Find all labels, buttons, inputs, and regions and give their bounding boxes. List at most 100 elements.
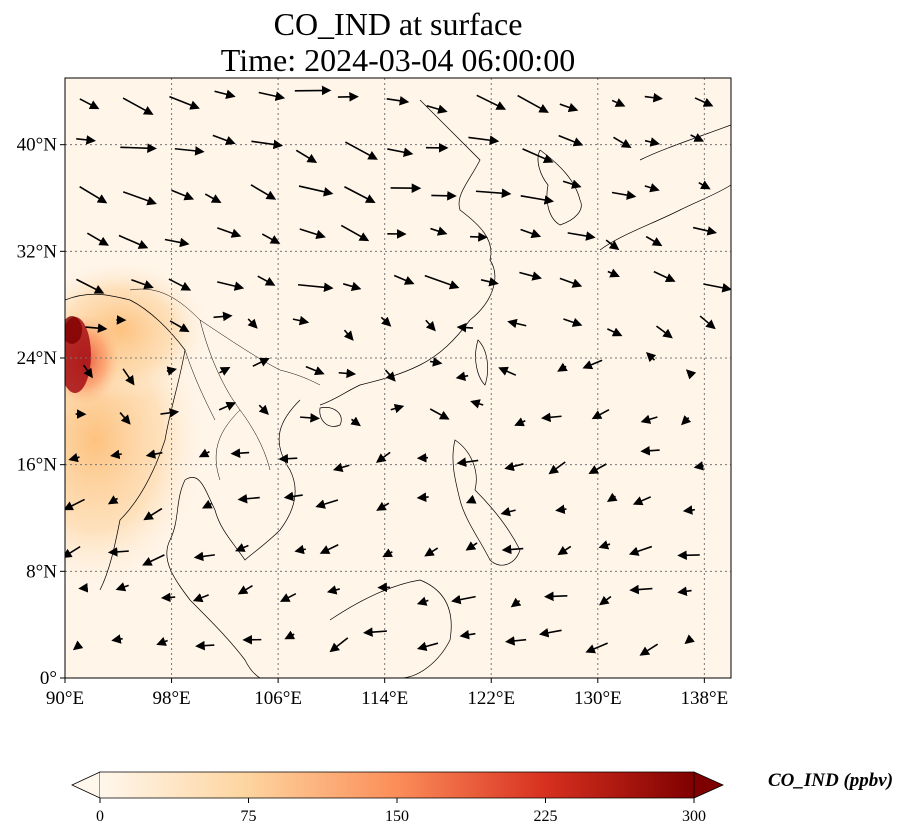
wind-arrow: [375, 451, 391, 463]
wind-arrow: [640, 414, 658, 424]
wind-arrow: [605, 239, 620, 251]
wind-arrow: [217, 227, 242, 238]
wind-arrow: [430, 226, 448, 236]
map-frame: [64, 77, 732, 679]
colorbar-label: CO_IND (ppbv): [768, 770, 893, 791]
taiwan-coastline: [475, 339, 488, 386]
wind-arrow: [693, 461, 704, 471]
myanmar-coastline: [65, 293, 186, 591]
lat-tick-label: 8°N: [26, 561, 57, 582]
wind-arrow: [682, 505, 695, 515]
wind-arrow: [588, 463, 607, 474]
wind-arrow: [470, 399, 484, 409]
wind-arrow: [645, 235, 663, 247]
wind-arrow: [340, 224, 370, 242]
wind-arrow: [204, 193, 222, 204]
wind-arrow: [548, 461, 566, 475]
colorbar-tick-label: 0: [96, 808, 104, 825]
wind-arrow: [344, 186, 376, 203]
wind-arrow: [628, 545, 653, 556]
wind-arrow: [250, 184, 277, 200]
wind-arrow: [166, 366, 178, 376]
wind-arrow: [72, 640, 84, 651]
wind-arrow: [234, 543, 249, 552]
wind-arrow: [555, 504, 567, 515]
wind-arrow: [498, 366, 517, 376]
wind-arrow: [143, 507, 163, 521]
map-title-time: Time: 2024-03-04 06:00:00: [220, 42, 576, 78]
lon-tick-label: 106°E: [254, 688, 302, 709]
lon-tick-label: 130°E: [574, 688, 622, 709]
wind-arrow: [79, 185, 108, 204]
wind-arrow: [329, 637, 349, 653]
wind-arrow: [230, 448, 250, 458]
lat-tick-label: 24°N: [17, 348, 58, 369]
wind-arrow: [613, 136, 632, 149]
wind-arrow: [145, 449, 163, 459]
wind-arrow: [160, 408, 180, 418]
wind-arrow: [169, 320, 190, 333]
wind-arrow: [261, 233, 281, 244]
wind-arrow: [218, 401, 237, 411]
wind-arrow: [639, 643, 659, 656]
wind-arrow: [111, 634, 123, 644]
borneo-coastline: [329, 579, 452, 678]
wind-arrow: [598, 540, 611, 550]
wind-arrow: [677, 586, 692, 597]
wind-arrow: [416, 596, 429, 606]
lat-tick-label: 40°N: [17, 135, 58, 156]
wind-arrow: [507, 318, 527, 329]
wind-arrow: [475, 188, 512, 199]
wind-arrow: [192, 593, 209, 603]
colorbar-tick-label: 150: [385, 808, 409, 825]
graticule: [65, 78, 731, 678]
wind-arrow: [174, 146, 205, 156]
wind-arrow: [118, 234, 149, 249]
wind-arrow: [607, 327, 623, 337]
wind-arrow: [558, 134, 584, 147]
wind-arrow: [294, 544, 306, 555]
wind-arrow: [393, 274, 415, 285]
wind-arrow: [644, 92, 663, 103]
wind-arrow: [557, 545, 572, 556]
wind-arrow: [142, 554, 165, 566]
wind-arrow: [456, 457, 479, 467]
wind-arrow: [685, 369, 697, 380]
wind-arrow: [390, 403, 405, 414]
wind-arrow: [644, 137, 661, 147]
wind-arrow: [164, 237, 190, 248]
wind-arrow: [468, 135, 500, 145]
wind-arrow: [76, 135, 96, 145]
wind-arrow: [171, 189, 195, 201]
wind-arrow: [283, 491, 303, 502]
wind-arrow: [429, 357, 443, 367]
wind-arrow: [510, 597, 522, 608]
wind-arrow: [214, 89, 236, 99]
wind-arrow: [426, 104, 448, 114]
wind-arrow: [122, 97, 154, 115]
colorbar-min-extension: [71, 771, 101, 799]
wind-arrow: [86, 232, 109, 246]
wind-arrow: [544, 591, 568, 602]
wind-arrow: [644, 183, 660, 193]
wind-arrow: [119, 412, 131, 425]
wind-arrow: [611, 98, 626, 107]
wind-arrow: [480, 277, 499, 287]
wind-arrow: [332, 462, 350, 473]
wind-arrow: [107, 547, 129, 557]
map-title-variable: CO_IND at surface: [273, 6, 523, 42]
wind-arrow: [343, 329, 354, 341]
wind-arrow: [344, 141, 378, 160]
wind-arrow: [386, 96, 410, 106]
wind-arrow: [338, 368, 357, 379]
hainan-coastline: [319, 407, 342, 427]
wind-arrow: [465, 541, 478, 551]
wind-arrow: [517, 94, 549, 113]
wind-arrow: [237, 493, 260, 504]
colorbar-tick-label: 300: [682, 808, 706, 825]
wind-arrow: [607, 268, 620, 278]
wind-arrow: [278, 453, 298, 464]
wind-arrow: [384, 369, 396, 382]
wind-arrow: [653, 270, 676, 283]
wind-arrow: [541, 412, 562, 423]
